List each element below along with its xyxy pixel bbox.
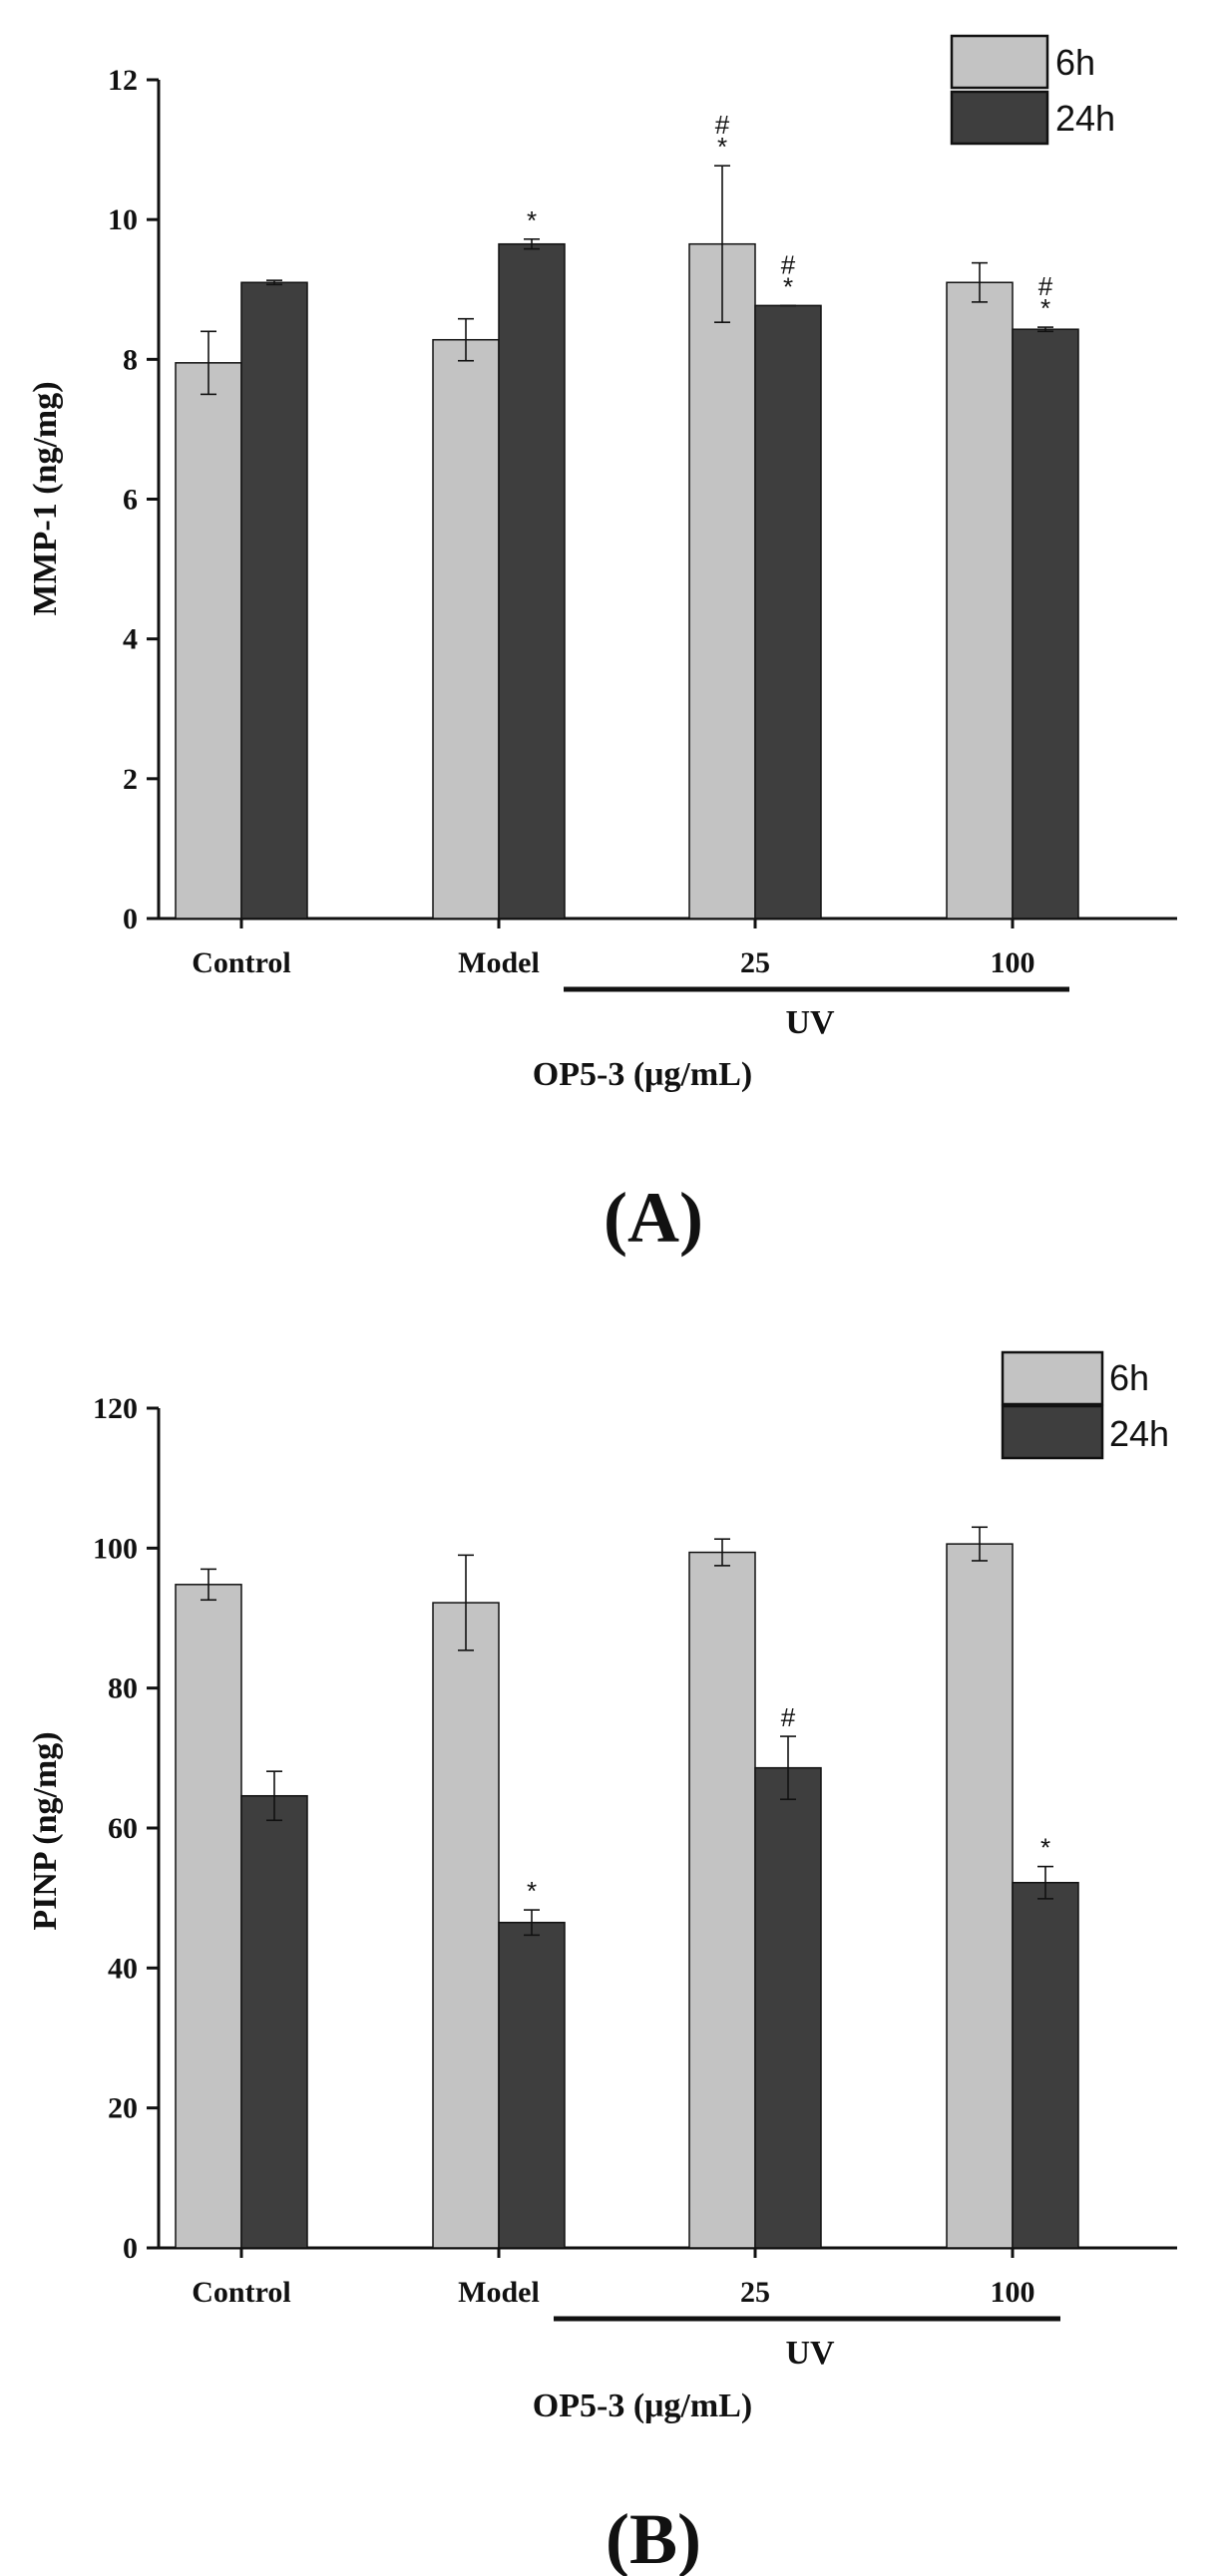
y-tick-label: 120 (93, 1392, 138, 1425)
panel-b-error-bars (201, 1526, 1053, 1937)
y-tick-label: 60 (108, 1812, 138, 1845)
y-tick-label: 8 (123, 343, 138, 376)
bar-24h-Control (240, 281, 308, 920)
significance-hash: # (715, 110, 730, 140)
panel-a-error-bars (201, 165, 1053, 396)
panel-a-y-axis-title: MMP-1 (ng/mg) (27, 381, 64, 615)
category-label: Control (192, 2276, 290, 2309)
panel-a-legend-label-24h: 24h (1055, 98, 1115, 139)
category-label: Model (458, 946, 540, 979)
y-tick-label: 12 (108, 64, 138, 97)
panel-a-legend-swatch-6h (950, 34, 1049, 90)
panel-b-label: (B) (606, 2499, 701, 2576)
category-label: 100 (991, 946, 1035, 979)
panel-b-x-axis-title: OP5-3 (μg/mL) (533, 2388, 752, 2424)
significance-hash: # (781, 1702, 796, 1732)
panel-a-label: (A) (604, 1178, 703, 1258)
bar-6h-Model (432, 1602, 500, 2249)
category-label: 25 (740, 2276, 770, 2309)
panel-b-bars (175, 1543, 1079, 2249)
panel-b-chart: 0 20 40 60 80 100 120 * # * Control Model 25 100 PI… (27, 1350, 1177, 2576)
y-tick-label: 100 (93, 1532, 138, 1565)
y-tick-label: 4 (123, 623, 138, 656)
category-label: Model (458, 2276, 540, 2309)
panel-b-significance-marks: * # * (527, 1702, 1050, 1906)
panel-a-x-axis-title: OP5-3 (μg/mL) (533, 1056, 752, 1093)
panel-a-y-ticks: 0 2 4 6 8 10 12 (108, 64, 159, 935)
significance-hash: # (781, 249, 796, 279)
bar-6h-25 (688, 242, 756, 920)
panel-b-category-labels: Control Model 25 100 (192, 2248, 1035, 2309)
bar-24h-25 (754, 1766, 822, 2249)
panel-a-bars (175, 242, 1079, 920)
panel-b-group-label: UV (785, 2335, 835, 2372)
bar-6h-Control (175, 1584, 242, 2249)
panel-b-legend: 6h 24h (1001, 1350, 1169, 1460)
bar-6h-Model (432, 338, 500, 920)
category-label: Control (192, 946, 290, 979)
panel-a-legend: 6h 24h (950, 34, 1115, 146)
significance-star: * (783, 271, 793, 301)
category-label: 100 (991, 2276, 1035, 2309)
panel-b-legend-label-6h: 6h (1109, 1357, 1149, 1398)
bar-24h-Model (498, 1921, 566, 2249)
bar-24h-Control (240, 1794, 308, 2249)
significance-star: * (717, 132, 727, 162)
y-tick-label: 0 (123, 903, 138, 935)
y-tick-label: 10 (108, 203, 138, 236)
y-tick-label: 80 (108, 1672, 138, 1705)
panel-b-y-ticks: 0 20 40 60 80 100 120 (93, 1392, 159, 2265)
bar-6h-25 (688, 1551, 756, 2249)
panel-b-legend-label-24h: 24h (1109, 1413, 1169, 1454)
bar-24h-25 (754, 304, 822, 920)
significance-hash: # (1038, 271, 1053, 301)
y-tick-label: 20 (108, 2092, 138, 2125)
bar-24h-Model (498, 242, 566, 920)
panel-a-group-label: UV (785, 1004, 835, 1041)
y-tick-label: 2 (123, 763, 138, 796)
significance-star: * (1040, 293, 1050, 323)
category-label: 25 (740, 946, 770, 979)
panel-a-category-labels: Control Model 25 100 (192, 919, 1035, 979)
bar-24h-100 (1012, 328, 1079, 920)
y-tick-label: 6 (123, 484, 138, 517)
significance-star: * (527, 205, 537, 235)
panel-a-legend-label-6h: 6h (1055, 42, 1095, 83)
significance-star: * (527, 1876, 537, 1906)
bar-6h-Control (175, 362, 242, 920)
y-tick-label: 40 (108, 1952, 138, 1985)
bar-24h-100 (1012, 1881, 1079, 2249)
panel-b-legend-swatch-24h (1001, 1404, 1104, 1460)
panel-b-y-axis-title: PINP (ng/mg) (27, 1731, 64, 1930)
panel-a-legend-swatch-24h (950, 90, 1049, 146)
bar-6h-100 (946, 281, 1014, 920)
y-tick-label: 0 (123, 2232, 138, 2265)
significance-star: * (1040, 1833, 1050, 1863)
panel-a-significance-marks: *#**#*# (527, 110, 1053, 323)
bar-6h-100 (946, 1543, 1014, 2249)
panel-b-legend-swatch-6h (1001, 1350, 1104, 1406)
